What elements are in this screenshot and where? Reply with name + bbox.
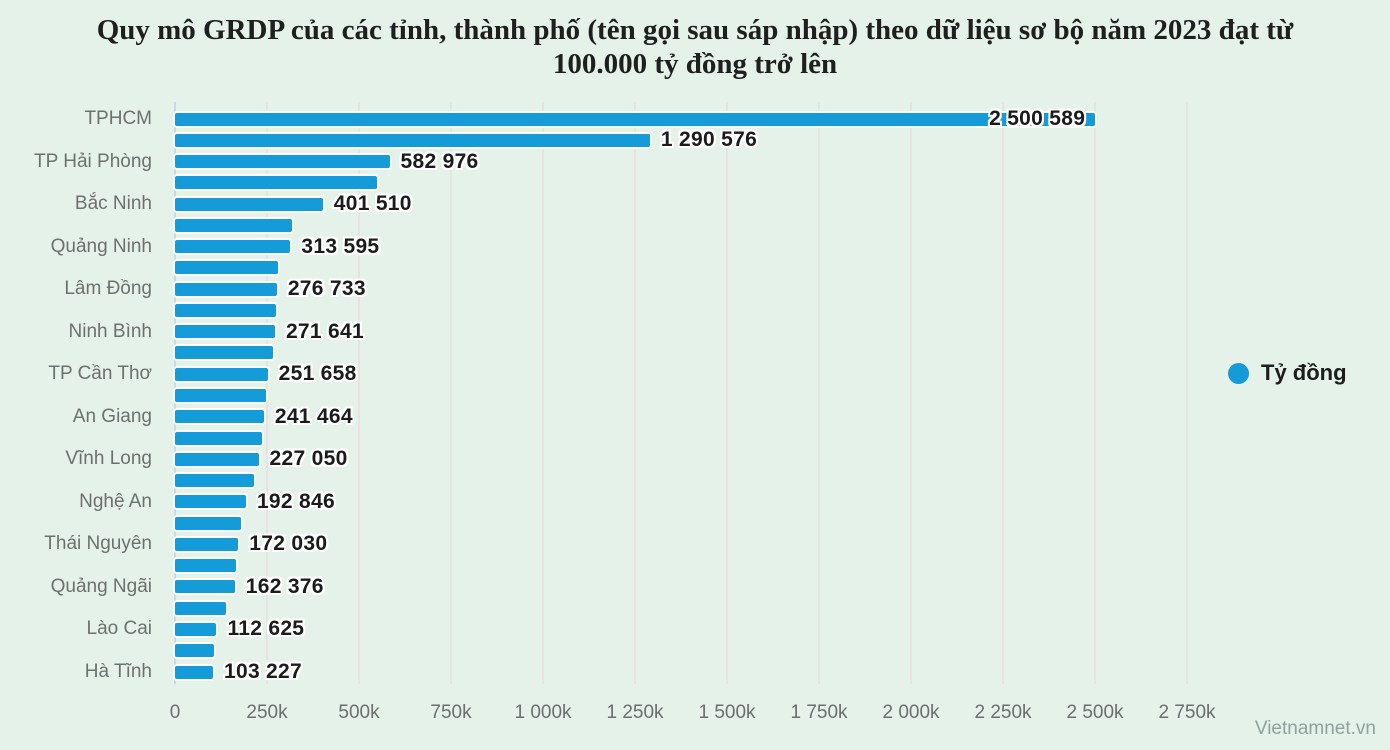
category-label: TP Hải Phòng xyxy=(34,150,152,172)
gridline-1750k xyxy=(818,102,820,684)
x-tick-label: 0 xyxy=(169,702,181,723)
bar-unlabeled[interactable] xyxy=(175,601,226,615)
category-label: Thái Nguyên xyxy=(44,533,152,555)
category-label: Lâm Đồng xyxy=(64,278,152,300)
value-label: 313 595 xyxy=(301,234,380,258)
gridline-2000k xyxy=(910,102,912,684)
bar-unlabeled[interactable] xyxy=(175,303,277,317)
category-label: Hà Tĩnh xyxy=(84,661,152,683)
category-label: An Giang xyxy=(72,405,152,427)
bar-unlabeled[interactable] xyxy=(175,176,378,190)
bar-lào-cai[interactable] xyxy=(175,622,217,636)
bar-tp-cần-thơ[interactable] xyxy=(175,367,268,381)
bar-unlabeled[interactable] xyxy=(175,516,241,530)
value-label: 192 846 xyxy=(256,489,335,513)
category-label: Quảng Ninh xyxy=(50,235,152,257)
x-tick-label: 1 750k xyxy=(790,702,848,723)
bar-nghệ-an[interactable] xyxy=(175,495,246,509)
gridline-750k xyxy=(450,102,452,684)
bar-hà-tĩnh[interactable] xyxy=(175,665,213,679)
bar-unlabeled[interactable] xyxy=(175,133,650,147)
value-label: 112 625 xyxy=(227,617,305,641)
value-label: 172 030 xyxy=(249,532,328,556)
legend-swatch-icon xyxy=(1228,362,1249,384)
gridline-1000k xyxy=(542,102,544,684)
chart-title-line-1: Quy mô GRDP của các tỉnh, thành phố (tên… xyxy=(96,14,1294,46)
value-label: 401 510 xyxy=(333,192,412,216)
x-tick-label: 1 000k xyxy=(514,702,572,723)
bar-an-giang[interactable] xyxy=(175,410,264,424)
x-tick-label: 2 250k xyxy=(974,702,1032,723)
x-tick-label: 500k xyxy=(338,702,380,723)
x-tick-label: 2 000k xyxy=(882,702,940,723)
value-label: 276 733 xyxy=(287,277,366,301)
category-label: TPHCM xyxy=(84,108,152,129)
category-label: Nghệ An xyxy=(79,490,152,512)
gridline-2750k xyxy=(1186,102,1188,684)
bar-ninh-bình[interactable] xyxy=(175,325,275,339)
chart-title-line-2: 100.000 tỷ đồng trở lên xyxy=(552,48,838,80)
value-label: 162 376 xyxy=(245,574,324,598)
legend-item[interactable]: Tỷ đồng xyxy=(1228,360,1347,386)
value-label: 2 500 589 xyxy=(989,107,1086,130)
x-tick-label: 1 500k xyxy=(698,702,756,723)
watermark[interactable]: Vietnamnet.vn xyxy=(1254,718,1376,739)
bar-unlabeled[interactable] xyxy=(175,431,262,445)
bar-tp-hải-phòng[interactable] xyxy=(175,155,390,169)
gridline-1500k xyxy=(726,102,728,684)
bar-unlabeled[interactable] xyxy=(175,261,279,275)
value-label: 227 050 xyxy=(269,447,348,471)
bar-tphcm[interactable] xyxy=(175,112,1096,126)
category-label: Lào Cai xyxy=(86,618,153,640)
value-label: 582 976 xyxy=(400,149,479,173)
value-label: 1 290 576 xyxy=(660,128,758,152)
category-label: TP Cần Thơ xyxy=(48,363,152,385)
bar-thái-nguyên[interactable] xyxy=(175,537,239,551)
bar-unlabeled[interactable] xyxy=(175,346,273,360)
gridline-500k xyxy=(358,102,360,684)
bar-lâm-đồng[interactable] xyxy=(175,282,277,296)
legend-label: Tỷ đồng xyxy=(1261,360,1347,385)
x-tick-label: 2 750k xyxy=(1158,702,1216,723)
category-label: Quảng Ngãi xyxy=(50,575,152,597)
x-tick-label: 750k xyxy=(430,702,472,723)
x-tick-label: 2 500k xyxy=(1066,702,1124,723)
value-label: 271 641 xyxy=(285,319,364,343)
chart-title: Quy mô GRDP của các tỉnh, thành phố (tên… xyxy=(0,13,1390,81)
value-label: 241 464 xyxy=(274,404,353,428)
bar-unlabeled[interactable] xyxy=(175,389,266,402)
bar-unlabeled[interactable] xyxy=(175,474,255,488)
bar-bắc-ninh[interactable] xyxy=(175,197,323,211)
category-label: Vĩnh Long xyxy=(65,448,152,470)
category-label: Bắc Ninh xyxy=(74,193,152,215)
value-label: 251 658 xyxy=(278,362,357,386)
gridline-2500k xyxy=(1094,102,1096,684)
gridline-2250k xyxy=(1002,102,1004,684)
x-tick-label: 1 250k xyxy=(606,702,664,723)
category-label: Ninh Bình xyxy=(68,320,152,342)
bar-unlabeled[interactable] xyxy=(175,559,236,573)
bar-vĩnh-long[interactable] xyxy=(175,452,259,466)
bar-unlabeled[interactable] xyxy=(175,644,214,658)
bar-quảng-ninh[interactable] xyxy=(175,240,291,254)
gridline-250k xyxy=(266,102,268,684)
gridline-1250k xyxy=(634,102,636,684)
bar-unlabeled[interactable] xyxy=(175,218,293,232)
bar-quảng-ngãi[interactable] xyxy=(175,580,235,594)
x-tick-label: 250k xyxy=(246,702,288,723)
value-label: 103 227 xyxy=(223,660,302,684)
